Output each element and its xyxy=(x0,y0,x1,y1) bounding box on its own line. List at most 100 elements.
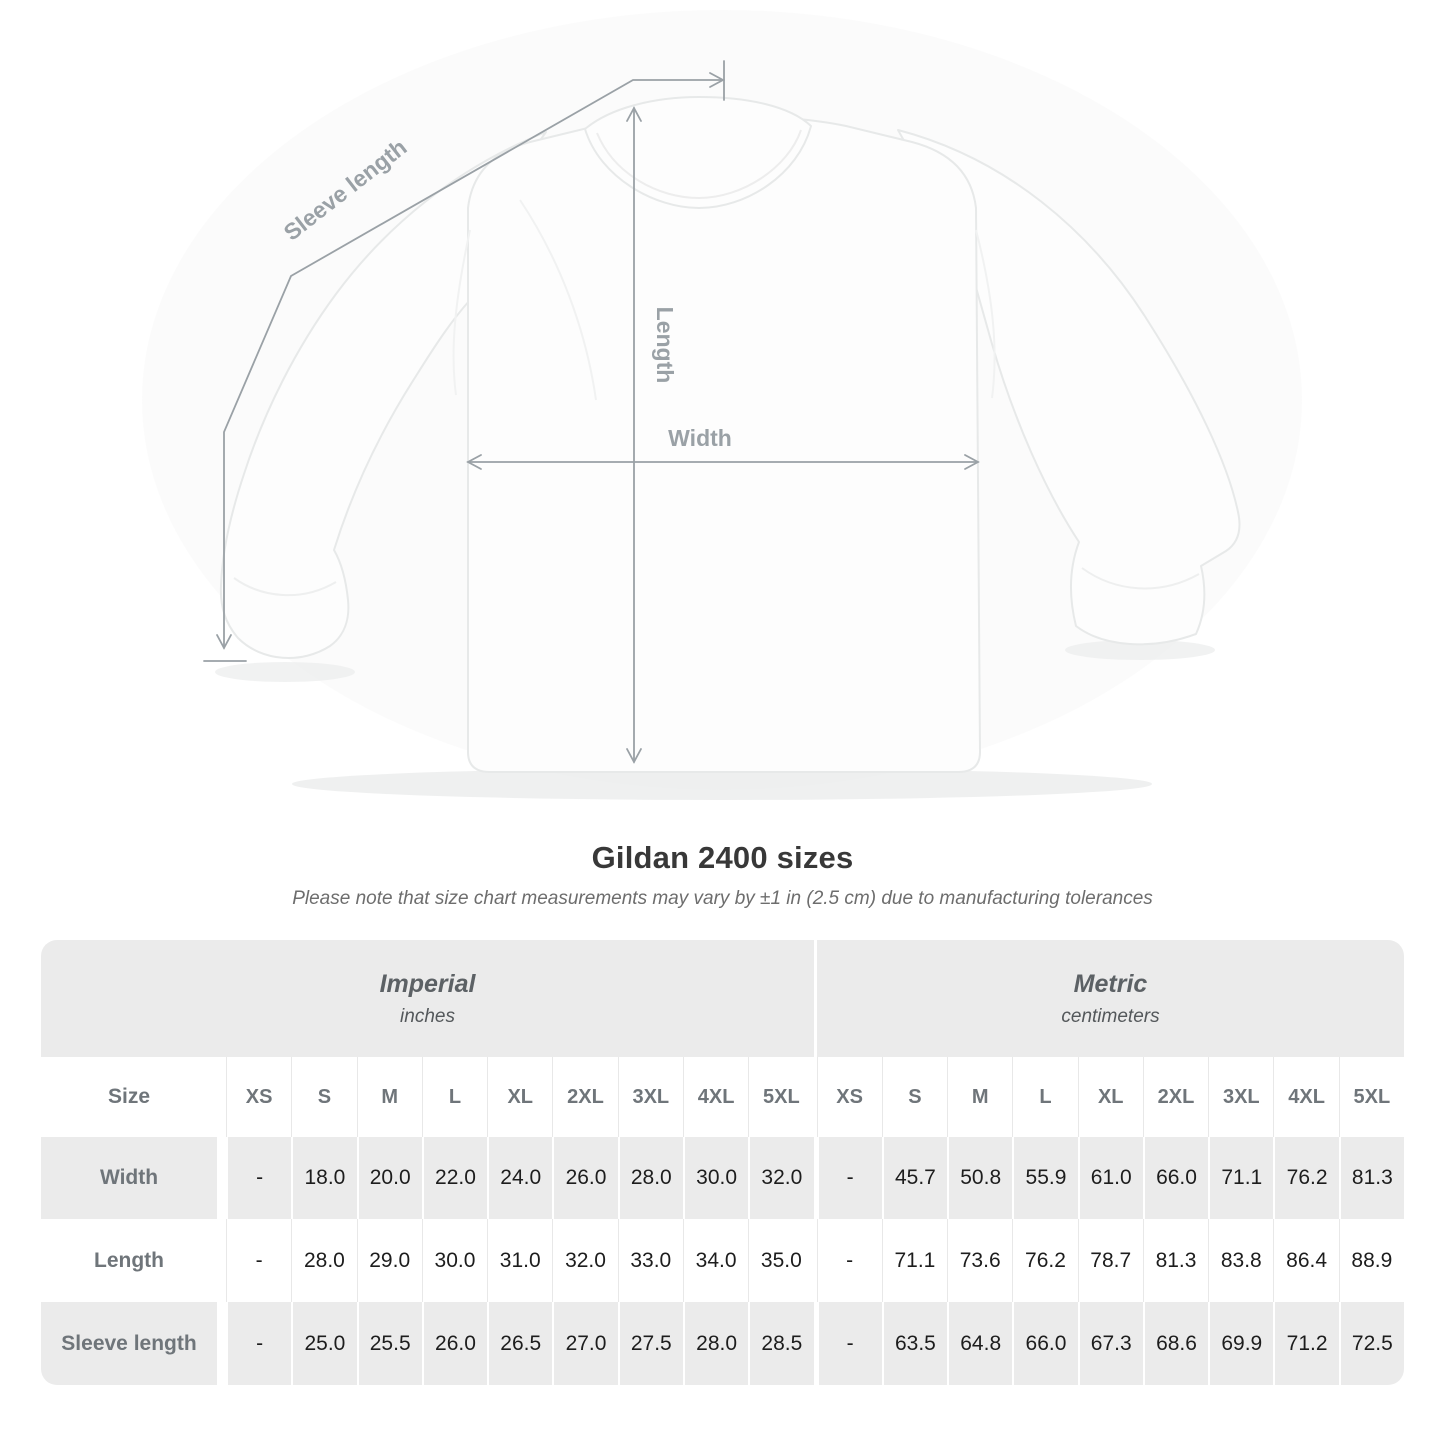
table-cell: 22.0 xyxy=(421,1137,488,1219)
table-cell: 76.2 xyxy=(1012,1219,1077,1302)
size-corner-label: Size xyxy=(107,1085,151,1108)
table-cell: 34.0 xyxy=(682,1219,748,1302)
table-cell: 81.3 xyxy=(1142,1219,1208,1302)
table-cell: 25.5 xyxy=(356,1302,422,1385)
table-cell: 26.0 xyxy=(421,1302,488,1385)
page-title: Gildan 2400 sizes xyxy=(591,840,854,875)
shirt-measurement-diagram: Sleeve length Length Width xyxy=(203,60,1241,800)
size-col-header-imperial: S xyxy=(291,1057,356,1137)
left-cuff-seam xyxy=(233,577,337,597)
shirt-diagram-svg: Sleeve length Length Width xyxy=(203,60,1241,800)
table-cell: 28.5 xyxy=(748,1302,814,1385)
table-cell: 26.5 xyxy=(487,1302,553,1385)
collar xyxy=(584,96,812,209)
table-cell: 72.5 xyxy=(1338,1302,1404,1385)
size-col-header-metric: XS xyxy=(816,1057,882,1137)
size-table: Imperial inches Metric centimeters Size X… xyxy=(41,940,1404,1385)
size-col-header-imperial: 5XL xyxy=(748,1057,813,1137)
right-cuff-seam xyxy=(1081,567,1200,590)
table-cell: 20.0 xyxy=(356,1137,422,1219)
table-cell: - xyxy=(816,1219,882,1302)
row-label: Width xyxy=(41,1137,217,1219)
table-cell: 31.0 xyxy=(487,1219,552,1302)
imperial-band-title: Imperial xyxy=(379,969,476,998)
measurement-arrows xyxy=(203,60,980,764)
table-cell: 33.0 xyxy=(617,1219,683,1302)
table-cell: 25.0 xyxy=(291,1302,357,1385)
fold-lines xyxy=(452,199,996,401)
table-cell: 81.3 xyxy=(1338,1137,1404,1219)
metric-band-title: Metric xyxy=(1073,969,1148,998)
table-cell: 45.7 xyxy=(881,1137,948,1219)
size-table-grid: Size XS S M L XL 2XL 3XL 4XL 5XL XS S M L XL 2XL 3XL 4XL 5… xyxy=(41,1057,1404,1385)
size-col-header-metric: 3XL xyxy=(1208,1057,1273,1137)
size-chart-page: Sleeve length Length Width Gildan 2400 s… xyxy=(0,60,1445,1385)
table-cell: 55.9 xyxy=(1012,1137,1078,1219)
size-col-header-metric: L xyxy=(1012,1057,1077,1137)
column-gap xyxy=(217,1302,226,1385)
table-cell: 68.6 xyxy=(1142,1302,1209,1385)
column-gap xyxy=(217,1057,226,1137)
imperial-band: Imperial inches xyxy=(41,940,814,1057)
size-col-header-imperial: L xyxy=(421,1057,487,1137)
width-arrow xyxy=(466,454,980,470)
size-col-header-imperial: 3XL xyxy=(617,1057,683,1137)
shirt-body xyxy=(467,114,981,773)
size-col-header-imperial: M xyxy=(356,1057,422,1137)
metric-band: Metric centimeters xyxy=(817,940,1404,1057)
width-label: Width xyxy=(668,425,732,451)
table-cell: 32.0 xyxy=(552,1219,617,1302)
table-cell: 50.8 xyxy=(947,1137,1013,1219)
table-cell: 88.9 xyxy=(1338,1219,1404,1302)
table-cell: 71.1 xyxy=(881,1219,947,1302)
unit-band-row: Imperial inches Metric centimeters xyxy=(41,940,1404,1057)
heading-section: Gildan 2400 sizes Please note that size … xyxy=(0,840,1445,910)
table-cell: - xyxy=(226,1137,292,1219)
sleeve-length-arrow xyxy=(203,60,725,662)
size-col-header-metric: 2XL xyxy=(1142,1057,1208,1137)
long-sleeve-shirt-illustration xyxy=(219,96,1241,773)
size-col-header-metric: XL xyxy=(1077,1057,1143,1137)
column-gap xyxy=(217,1137,226,1219)
row-label: Sleeve length xyxy=(41,1302,217,1385)
table-cell: 27.0 xyxy=(552,1302,618,1385)
left-sleeve xyxy=(219,131,547,659)
size-col-header-metric: 5XL xyxy=(1338,1057,1404,1137)
table-cell: - xyxy=(816,1137,882,1219)
size-col-header-imperial: 4XL xyxy=(682,1057,748,1137)
imperial-band-unit: inches xyxy=(400,1005,455,1027)
row-label: Length xyxy=(94,1248,164,1272)
table-cell: 61.0 xyxy=(1077,1137,1143,1219)
table-cell: 32.0 xyxy=(748,1137,814,1219)
table-cell: 27.5 xyxy=(617,1302,683,1385)
table-cell: 86.4 xyxy=(1273,1219,1338,1302)
table-cell: 18.0 xyxy=(291,1137,357,1219)
table-cell: - xyxy=(226,1219,291,1302)
table-cell: 71.2 xyxy=(1273,1302,1339,1385)
size-col-header-metric: S xyxy=(881,1057,947,1137)
table-cell: 64.8 xyxy=(947,1302,1013,1385)
collar-ribbing xyxy=(596,129,802,199)
table-cell: - xyxy=(816,1302,882,1385)
tolerance-note: Please note that size chart measurements… xyxy=(292,888,1153,909)
size-col-header-metric: M xyxy=(947,1057,1012,1137)
size-col-header-imperial: XL xyxy=(487,1057,552,1137)
size-col-header-metric: 4XL xyxy=(1273,1057,1338,1137)
table-cell: 35.0 xyxy=(748,1219,813,1302)
size-col-header-imperial: XS xyxy=(226,1057,291,1137)
table-cell: 66.0 xyxy=(1012,1302,1078,1385)
table-cell: 71.1 xyxy=(1208,1137,1274,1219)
size-col-header-imperial: 2XL xyxy=(552,1057,617,1137)
table-cell: 83.8 xyxy=(1208,1219,1273,1302)
table-cell: 24.0 xyxy=(487,1137,553,1219)
table-cell: 28.0 xyxy=(617,1137,683,1219)
length-arrow xyxy=(626,106,642,764)
table-cell: - xyxy=(226,1302,292,1385)
column-gap xyxy=(217,1219,226,1302)
table-cell: 26.0 xyxy=(552,1137,618,1219)
metric-band-unit: centimeters xyxy=(1061,1005,1160,1027)
table-cell: 28.0 xyxy=(291,1219,356,1302)
band-divider xyxy=(814,940,817,1057)
length-label: Length xyxy=(652,307,678,384)
table-cell: 78.7 xyxy=(1077,1219,1143,1302)
